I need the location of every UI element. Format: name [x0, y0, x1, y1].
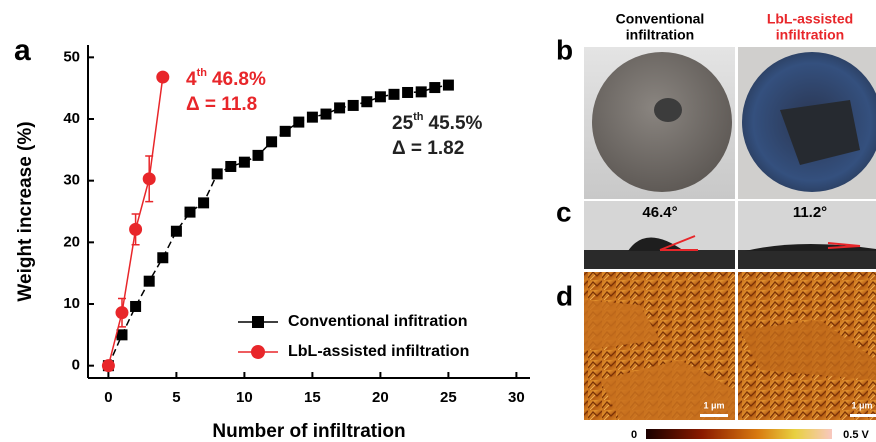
y-tick-label: 30 [63, 172, 80, 189]
annotation-part: 45.5% [429, 113, 483, 134]
marker [143, 172, 156, 185]
chart-a: a 0 10 20 30 40 50 0 5 10 15 20 25 30 Number of infil… [14, 34, 530, 442]
annotation-delta: Δ = 1.82 [392, 138, 464, 159]
scale-label: 1 μm [851, 400, 872, 410]
y-tick-label: 40 [63, 110, 80, 127]
marker [253, 150, 264, 161]
marker [429, 82, 440, 93]
annotation: 25th 45.5% [392, 111, 483, 134]
marker [334, 102, 345, 113]
legend-marker [252, 316, 264, 328]
annotation: 4th 46.8% [186, 67, 266, 90]
panel-label: d [556, 280, 573, 311]
annotation-part: 46.8% [212, 69, 266, 90]
x-tick-label: 20 [372, 389, 389, 406]
column-header: LbL-assisted [767, 11, 853, 27]
panel-label: b [556, 34, 573, 65]
marker [375, 91, 386, 102]
marker [239, 157, 250, 168]
x-axis-label: Number of infiltration [212, 421, 405, 442]
substrate [738, 250, 876, 269]
x-tick-label: 0 [104, 389, 112, 406]
panel-label: c [556, 196, 572, 227]
marker [129, 223, 142, 236]
y-tick-label: 0 [72, 357, 80, 374]
marker [157, 252, 168, 263]
marker [402, 87, 413, 98]
x-tick-label: 15 [304, 389, 321, 406]
annotation-delta: Δ = 11.8 [186, 94, 257, 115]
x-tick-label: 5 [172, 389, 180, 406]
column-header: Conventional [616, 11, 705, 27]
scale-bar [700, 414, 728, 417]
panels-bcd: b c d Conventional infiltration LbL-assi… [556, 11, 876, 441]
legend-label: LbL-assisted infiltration [288, 343, 469, 360]
scale-bar [850, 414, 876, 417]
marker [171, 226, 182, 237]
y-tick-label: 10 [63, 295, 80, 312]
marker [307, 112, 318, 123]
marker [293, 117, 304, 128]
marker [185, 207, 196, 218]
marker [117, 329, 128, 340]
panel-label: a [14, 34, 31, 67]
legend-label: Conventional infitration [288, 313, 468, 330]
y-axis-label: Weight increase (%) [15, 121, 36, 301]
marker [443, 80, 454, 91]
disc [592, 52, 732, 192]
substrate [584, 250, 735, 269]
marker [280, 126, 291, 137]
marker [212, 168, 223, 179]
marker [144, 276, 155, 287]
contact-angle: 11.2° [793, 204, 827, 221]
colorbar [646, 429, 832, 439]
x-tick-label: 10 [236, 389, 253, 406]
marker [361, 96, 372, 107]
marker [116, 306, 129, 319]
colorbar-label: 0 [631, 429, 637, 441]
marker [389, 89, 400, 100]
figure: a 01020304050051015202530Number of infil… [0, 0, 876, 442]
marker [198, 197, 209, 208]
marker [321, 109, 332, 120]
annotation-part: th [197, 67, 208, 79]
droplet [654, 98, 682, 122]
legend-marker [251, 345, 265, 359]
marker [348, 100, 359, 111]
marker [130, 301, 141, 312]
marker [102, 359, 115, 372]
x-tick-label: 30 [508, 389, 525, 406]
marker [225, 161, 236, 172]
marker [266, 136, 277, 147]
marker [156, 71, 169, 84]
marker [416, 86, 427, 97]
scale-label: 1 μm [703, 400, 724, 410]
annotation-part: th [413, 111, 424, 123]
y-tick-label: 20 [63, 233, 80, 250]
contact-angle: 46.4° [642, 204, 677, 221]
column-header: infiltration [626, 27, 694, 43]
x-tick-label: 25 [440, 389, 457, 406]
annotation-part: 25 [392, 113, 414, 134]
colorbar-label: 0.5 V [843, 429, 869, 441]
y-tick-label: 50 [63, 48, 80, 65]
column-header: infiltration [776, 27, 844, 43]
annotation-part: 4 [186, 69, 197, 90]
